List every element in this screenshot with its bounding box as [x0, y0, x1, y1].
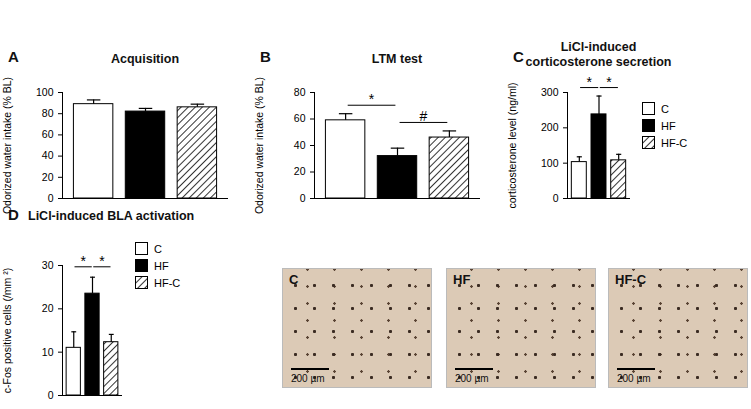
svg-text:20: 20	[42, 302, 54, 314]
html-text:A: A	[8, 48, 19, 65]
svg-text:20: 20	[294, 165, 306, 177]
html-text:C: C	[513, 48, 524, 65]
svg-text:10: 10	[42, 346, 54, 358]
html-text:200 µm: 200 µm	[617, 373, 651, 384]
svg-text:0: 0	[300, 192, 306, 204]
html-text:D: D	[8, 206, 19, 223]
svg-text:0: 0	[553, 192, 559, 204]
svg-text:*: *	[606, 74, 612, 90]
html-text:HF: HF	[154, 259, 169, 272]
svg-text:*: *	[80, 253, 86, 269]
svg-text:corticosterone level (ng/ml): corticosterone level (ng/ml)	[506, 82, 518, 208]
svg-text:0: 0	[48, 389, 54, 401]
html-text:HF-C: HF-C	[661, 136, 688, 149]
html-text:HF: HF	[661, 119, 676, 132]
svg-text:40: 40	[42, 149, 54, 161]
svg-text:Odorized water intake (% BL): Odorized water intake (% BL)	[1, 77, 13, 214]
svg-text:#: #	[420, 108, 428, 124]
svg-text:300: 300	[541, 86, 559, 98]
html-text:HF-C: HF-C	[615, 272, 646, 287]
svg-text:40: 40	[294, 139, 306, 151]
svg-text:*: *	[99, 253, 105, 269]
svg-text:30: 30	[42, 259, 54, 271]
html-text:200 µm: 200 µm	[291, 373, 325, 384]
html-text:corticosterone secretion: corticosterone secretion	[525, 55, 672, 69]
svg-text:60: 60	[42, 128, 54, 140]
svg-text:0: 0	[48, 192, 54, 204]
html-text:LiCl-induced BLA activation: LiCl-induced BLA activation	[28, 209, 195, 223]
svg-text:60: 60	[294, 112, 306, 124]
svg-text:*: *	[369, 91, 375, 107]
html-text:C: C	[661, 102, 669, 115]
svg-text:Odorized water intake (% BL): Odorized water intake (% BL)	[253, 77, 265, 214]
html-text:Acquisition: Acquisition	[111, 52, 179, 66]
svg-text:100: 100	[36, 86, 54, 98]
html-text:LiCl-induced: LiCl-induced	[560, 40, 637, 54]
html-text:C: C	[289, 272, 299, 287]
html-text:HF-C: HF-C	[154, 276, 181, 289]
svg-text:80: 80	[294, 86, 306, 98]
svg-text:200: 200	[541, 121, 559, 133]
html-text:200 µm: 200 µm	[455, 373, 489, 384]
svg-text:c-Fos positive cells (/mm ²): c-Fos positive cells (/mm ²)	[1, 268, 13, 393]
svg-text:20: 20	[42, 171, 54, 183]
svg-text:80: 80	[42, 107, 54, 119]
html-text:B: B	[260, 48, 271, 65]
svg-text:100: 100	[541, 157, 559, 169]
svg-text:*: *	[586, 74, 592, 90]
html-text:HF: HF	[453, 272, 471, 287]
html-text:LTM test: LTM test	[371, 52, 423, 66]
html-text:C: C	[154, 242, 162, 255]
